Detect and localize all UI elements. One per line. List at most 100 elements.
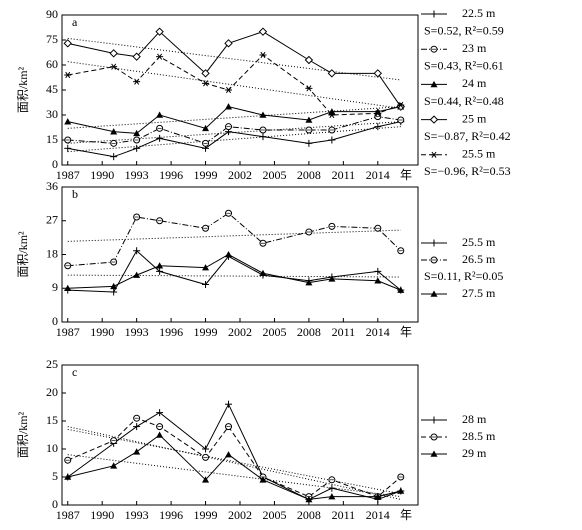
data-point xyxy=(64,284,72,292)
x-axis-label: 年 xyxy=(400,168,412,182)
data-point xyxy=(133,136,141,144)
x-tick-label: 2014 xyxy=(366,168,390,182)
x-tick-label: 2005 xyxy=(262,325,286,339)
legend-marker xyxy=(430,80,438,88)
data-point xyxy=(64,144,72,152)
legend-marker xyxy=(430,256,438,264)
data-point xyxy=(133,129,141,137)
data-point xyxy=(225,209,233,217)
data-point xyxy=(133,144,141,152)
data-point xyxy=(110,63,118,70)
data-point xyxy=(373,69,383,78)
trend-line xyxy=(67,274,401,278)
data-point xyxy=(305,116,313,123)
data-point xyxy=(328,222,336,230)
data-point xyxy=(259,476,267,483)
data-point xyxy=(64,118,72,125)
marker-part xyxy=(327,69,337,78)
data-point xyxy=(64,473,72,480)
marker-part xyxy=(64,473,72,480)
data-point xyxy=(156,53,164,60)
data-point xyxy=(305,228,313,236)
legend-trend-label: S=−0.96, R²=0.53 xyxy=(424,164,511,178)
y-tick-label: 75 xyxy=(46,32,58,46)
legend-marker xyxy=(430,151,438,158)
data-point xyxy=(110,139,118,147)
y-tick-label: 15 xyxy=(46,413,58,427)
marker-part xyxy=(258,27,268,36)
data-point xyxy=(202,281,210,288)
legend-trend-label: S=0.52, R²=0.59 xyxy=(424,23,504,37)
data-point xyxy=(258,27,268,36)
marker-part xyxy=(110,462,118,469)
data-point xyxy=(305,85,313,92)
trend-line xyxy=(67,454,401,498)
x-tick-label: 2014 xyxy=(366,325,390,339)
data-point xyxy=(156,431,164,438)
marker-part xyxy=(397,286,405,293)
data-point xyxy=(110,153,118,161)
legend-label: 28 m xyxy=(462,412,487,426)
data-point xyxy=(374,493,382,500)
legend-marker xyxy=(430,416,438,424)
trend-line xyxy=(67,229,401,242)
legend-marker xyxy=(430,450,438,457)
data-point xyxy=(202,453,210,461)
data-point xyxy=(259,111,267,118)
marker-part xyxy=(110,128,118,135)
y-tick-label: 60 xyxy=(46,57,58,71)
data-point xyxy=(64,136,72,144)
data-point xyxy=(109,49,118,58)
marker-part xyxy=(226,86,232,94)
data-point xyxy=(201,69,210,78)
x-tick-label: 1990 xyxy=(90,168,114,182)
legend-label: 25.5 m xyxy=(462,235,496,249)
data-point xyxy=(397,116,405,124)
marker-part xyxy=(133,129,141,137)
data-point xyxy=(110,258,118,266)
data-point xyxy=(156,267,164,275)
marker-part xyxy=(156,262,164,269)
plot-frame xyxy=(61,364,419,506)
marker-part xyxy=(225,103,233,110)
panel-label: a xyxy=(72,15,78,29)
marker-part xyxy=(155,27,164,36)
x-tick-label: 2008 xyxy=(297,508,321,522)
data-point xyxy=(328,126,336,134)
data-point xyxy=(328,111,336,119)
y-tick-label: 45 xyxy=(46,82,58,96)
y-axis-label: 面积/km² xyxy=(16,231,30,278)
data-point xyxy=(374,123,382,131)
data-point xyxy=(156,409,164,417)
series-line xyxy=(67,106,401,134)
data-point xyxy=(225,86,233,94)
legend-trend-label: S=0.11, R²=0.05 xyxy=(424,269,503,283)
marker-part xyxy=(202,124,210,132)
data-point xyxy=(64,262,72,270)
marker-part xyxy=(374,493,382,500)
data-point xyxy=(259,126,267,134)
marker-part xyxy=(306,85,312,92)
x-tick-label: 1996 xyxy=(159,325,183,339)
data-point xyxy=(259,239,267,247)
marker-part xyxy=(64,118,72,125)
trend-line xyxy=(67,61,401,109)
y-tick-label: 15 xyxy=(46,132,58,146)
x-tick-label: 1993 xyxy=(125,168,149,182)
marker-part xyxy=(259,111,267,118)
x-tick-label: 1993 xyxy=(125,325,149,339)
trend-line xyxy=(67,428,401,495)
data-point xyxy=(397,487,405,494)
trend-line xyxy=(67,106,401,129)
marker-part xyxy=(260,51,266,59)
x-tick-label: 1990 xyxy=(90,508,114,522)
data-point xyxy=(374,224,382,232)
data-point xyxy=(156,217,164,225)
marker-part xyxy=(375,110,381,117)
y-tick-label: 25 xyxy=(46,357,58,371)
data-point xyxy=(259,51,267,59)
data-point xyxy=(132,52,141,61)
x-tick-label: 2008 xyxy=(297,325,321,339)
data-point xyxy=(327,69,337,78)
x-tick-label: 2002 xyxy=(228,325,252,339)
